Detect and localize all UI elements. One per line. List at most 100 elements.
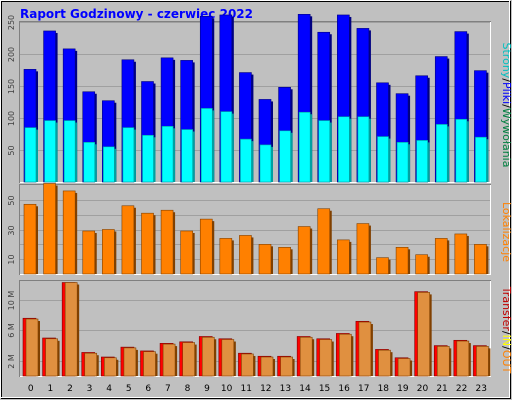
bar-hits-22 (455, 118, 468, 183)
x-tick-label: 15 (319, 384, 330, 394)
panel-middle: 10 30 50 (7, 183, 491, 275)
bar-visits-13 (278, 247, 291, 275)
bar-hits-6 (142, 134, 154, 183)
legend-bottom: Transfer/IN/OUT (500, 286, 512, 374)
bar-kb-in-16 (339, 333, 352, 377)
bar-hits-4 (103, 146, 115, 183)
y-tick-label-top: 150 (7, 79, 16, 94)
bar-kb-in-23 (476, 346, 489, 377)
legend-top-part-3: / (500, 104, 512, 108)
bar-hits-14 (298, 111, 311, 183)
bar-kb-in-18 (378, 349, 391, 377)
y-tick-label-middle: 50 (7, 195, 16, 205)
legend-bottom-part-3: / (500, 346, 512, 350)
bar-hits-11 (240, 138, 252, 183)
legend-top: Strony/Pliki/Wywołania (500, 43, 512, 168)
x-tick-label: 22 (456, 384, 467, 394)
x-tick-label: 10 (221, 384, 233, 394)
bar-visits-14 (297, 226, 311, 275)
bar-visits-7 (160, 209, 174, 275)
bar-hits-17 (357, 116, 370, 183)
x-tick-label: 4 (106, 384, 112, 394)
x-tick-label: 13 (280, 384, 291, 394)
legend-top-part-0: Strony (500, 43, 512, 79)
bar-visits-16 (337, 239, 350, 275)
bar-hits-21 (435, 124, 448, 183)
legend-bottom-part-4: OUT (500, 350, 512, 374)
x-tick-label: 8 (185, 384, 191, 394)
bar-hits-3 (83, 142, 96, 183)
x-tick-label: 16 (338, 384, 350, 394)
bar-kb-in-19 (397, 358, 411, 377)
bar-visits-17 (356, 223, 370, 275)
bar-visits-4 (102, 229, 115, 275)
bar-kb-in-2 (64, 282, 78, 377)
legend-bottom-part-0: Transfer (500, 286, 512, 332)
bar-visits-20 (415, 254, 428, 275)
bar-visits-15 (317, 208, 331, 275)
y-tick-label-bottom: 10 M (7, 291, 16, 311)
bar-hits-7 (161, 126, 174, 183)
bar-kb-in-17 (358, 321, 372, 377)
y-tick-label-middle: 10 (7, 254, 16, 264)
bar-kb-in-14 (299, 336, 313, 377)
bar-kb-in-13 (280, 356, 293, 377)
bar-visits-2 (62, 190, 76, 275)
bar-visits-12 (258, 244, 272, 275)
bar-visits-3 (82, 230, 96, 275)
y-tick-label-top: 50 (7, 145, 16, 155)
bar-hits-2 (63, 120, 76, 183)
bar-hits-8 (181, 129, 193, 183)
bar-visits-19 (395, 247, 409, 275)
x-tick-label: 7 (165, 384, 171, 394)
bar-visits-22 (454, 233, 468, 275)
y-tick-label-top: 250 (7, 15, 16, 30)
panel-top: 50 100 150 200 250 (7, 14, 491, 183)
x-tick-label: 21 (436, 384, 447, 394)
bar-visits-0 (23, 203, 37, 275)
bar-kb-in-22 (456, 340, 470, 377)
x-tick-label: 6 (145, 384, 151, 394)
legend-bottom-part-2: IN (500, 335, 512, 346)
bar-kb-in-21 (436, 346, 450, 377)
bar-hits-9 (200, 108, 213, 183)
x-tick-label: 19 (397, 384, 409, 394)
x-tick-label: 17 (358, 384, 369, 394)
x-tick-label: 2 (67, 384, 73, 394)
bar-kb-in-15 (319, 339, 333, 377)
bar-kb-in-20 (417, 292, 430, 377)
bar-visits-10 (219, 238, 233, 275)
bar-visits-1 (43, 183, 56, 275)
x-tick-label: 11 (240, 384, 251, 394)
legend-top-part-1: / (500, 78, 512, 82)
panel-bottom: 2 M 6 M 10 M (7, 280, 491, 377)
bar-hits-23 (475, 136, 487, 183)
y-tick-label-middle: 30 (7, 225, 16, 235)
bar-hits-16 (338, 116, 350, 183)
y-tick-label-top: 100 (7, 111, 16, 126)
x-tick-label: 5 (126, 384, 132, 394)
chart-title: Raport Godzinowy - czerwiec 2022 (20, 7, 253, 21)
y-tick-label-bottom: 2 M (7, 354, 16, 369)
legend-middle-part-0: Lokalizacje (500, 202, 512, 262)
x-tick-label: 12 (260, 384, 271, 394)
legend-top-part-2: Pliki (500, 82, 512, 104)
bar-visits-21 (434, 238, 448, 275)
x-tick-label: 3 (87, 384, 93, 394)
bar-kb-in-6 (143, 351, 156, 377)
bar-kb-in-7 (162, 343, 176, 377)
bar-kb-in-8 (182, 342, 195, 377)
bar-visits-5 (121, 205, 135, 275)
x-tick-label: 1 (48, 384, 54, 394)
x-tick-label: 0 (28, 384, 34, 394)
bar-kb-in-9 (201, 336, 215, 377)
bar-visits-6 (141, 212, 154, 275)
x-tick-label: 18 (378, 384, 390, 394)
bar-hits-20 (416, 140, 428, 183)
bar-kb-in-0 (25, 318, 39, 377)
bar-kb-in-1 (45, 338, 58, 377)
